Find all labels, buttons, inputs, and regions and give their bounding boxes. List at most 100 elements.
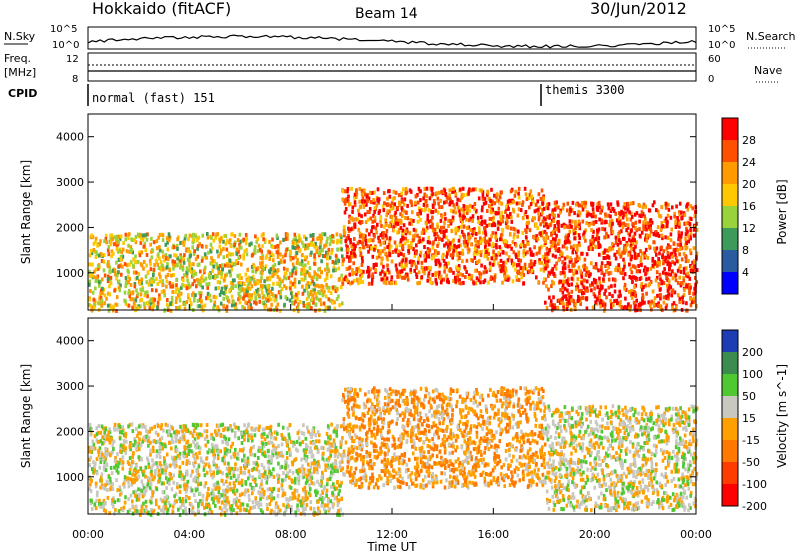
scatter-cell xyxy=(395,264,398,268)
scatter-cell xyxy=(675,273,678,277)
scatter-cell xyxy=(614,290,617,294)
scatter-cell xyxy=(212,437,215,441)
scatter-cell xyxy=(456,198,459,202)
scatter-cell xyxy=(575,203,578,207)
scatter-cell xyxy=(265,256,268,260)
scatter-cell xyxy=(348,273,351,277)
scatter-cell xyxy=(277,303,280,307)
scatter-cell xyxy=(301,259,304,263)
scatter-cell xyxy=(302,244,305,248)
scatter-cell xyxy=(609,299,612,303)
scatter-cell xyxy=(444,217,447,221)
scatter-cell xyxy=(507,245,510,249)
scatter-cell xyxy=(683,252,686,256)
scatter-cell xyxy=(495,212,498,216)
scatter-cell xyxy=(140,443,143,447)
scatter-cell xyxy=(538,215,541,219)
scatter-cell xyxy=(549,223,552,227)
scatter-cell xyxy=(331,234,334,238)
scatter-cell xyxy=(559,288,562,292)
scatter-cell xyxy=(113,242,116,246)
scatter-cell xyxy=(326,265,329,269)
scatter-cell xyxy=(460,195,463,199)
scatter-cell xyxy=(234,425,237,429)
scatter-cell xyxy=(316,297,319,301)
scatter-cell xyxy=(522,231,525,235)
scatter-cell xyxy=(277,255,280,259)
scatter-cell xyxy=(617,221,620,225)
scatter-cell xyxy=(354,244,357,248)
scatter-cell xyxy=(463,265,466,269)
scatter-cell xyxy=(640,263,643,267)
scatter-cell xyxy=(607,202,610,206)
scatter-cell xyxy=(652,290,655,294)
scatter-cell xyxy=(640,259,643,263)
scatter-cell xyxy=(657,304,660,308)
scatter-cell xyxy=(256,237,259,241)
scatter-cell xyxy=(619,303,622,307)
scatter-cell xyxy=(467,236,470,240)
scatter-cell xyxy=(325,295,328,299)
scatter-cell xyxy=(354,225,357,229)
scatter-cell xyxy=(431,187,434,191)
scatter-cell xyxy=(678,276,681,280)
scatter-cell xyxy=(500,190,503,194)
scatter-cell xyxy=(495,236,498,240)
scatter-cell xyxy=(614,284,617,288)
nsky-tick-low: 10^0 xyxy=(52,40,79,51)
scatter-cell xyxy=(599,281,602,285)
scatter-cell xyxy=(464,236,467,240)
scatter-cell xyxy=(122,241,125,245)
scatter-cell xyxy=(463,204,466,208)
scatter-cell xyxy=(220,302,223,306)
scatter-cell xyxy=(610,227,613,231)
scatter-cell xyxy=(454,276,457,280)
scatter-cell xyxy=(680,211,683,215)
scatter-cell xyxy=(135,505,138,509)
scatter-cell xyxy=(573,263,576,267)
scatter-cell xyxy=(474,247,477,251)
scatter-cell xyxy=(445,255,448,259)
scatter-cell xyxy=(459,217,462,221)
nsky-trace xyxy=(88,35,696,48)
scatter-cell xyxy=(370,217,373,221)
scatter-cell xyxy=(305,443,308,447)
scatter-cell xyxy=(386,264,389,268)
scatter-cell xyxy=(319,298,322,302)
scatter-cell xyxy=(201,244,204,248)
scatter-cell xyxy=(455,211,458,215)
scatter-cell xyxy=(193,299,196,303)
scatter-cell xyxy=(319,275,322,279)
scatter-cell xyxy=(662,261,665,265)
scatter-cell xyxy=(625,228,628,232)
beam-title: Beam 14 xyxy=(355,6,418,22)
scatter-cell xyxy=(481,220,484,224)
scatter-cell xyxy=(562,280,565,284)
scatter-cell xyxy=(459,188,462,192)
scatter-cell xyxy=(399,270,402,274)
scatter-cell xyxy=(340,240,343,244)
scatter-cell xyxy=(437,211,440,215)
scatter-cell xyxy=(138,447,141,451)
scatter-cell xyxy=(352,206,355,210)
scatter-cell xyxy=(213,483,216,487)
scatter-cell xyxy=(337,248,340,252)
scatter-cell xyxy=(568,283,571,287)
scatter-cell xyxy=(665,206,668,210)
scatter-cell xyxy=(421,266,424,270)
scatter-cell xyxy=(398,201,401,205)
scatter-cell xyxy=(634,294,637,298)
scatter-cell xyxy=(289,287,292,291)
scatter-cell xyxy=(186,480,189,484)
scatter-cell xyxy=(272,267,275,271)
scatter-cell xyxy=(678,222,681,226)
scatter-cell xyxy=(96,471,99,475)
scatter-cell xyxy=(519,259,522,263)
scatter-cell xyxy=(162,238,165,242)
scatter-cell xyxy=(152,449,155,453)
scatter-cell xyxy=(546,247,549,251)
scatter-cell xyxy=(686,203,689,207)
scatter-cell xyxy=(361,189,364,193)
scatter-cell xyxy=(601,271,604,275)
scatter-cell xyxy=(510,227,513,231)
